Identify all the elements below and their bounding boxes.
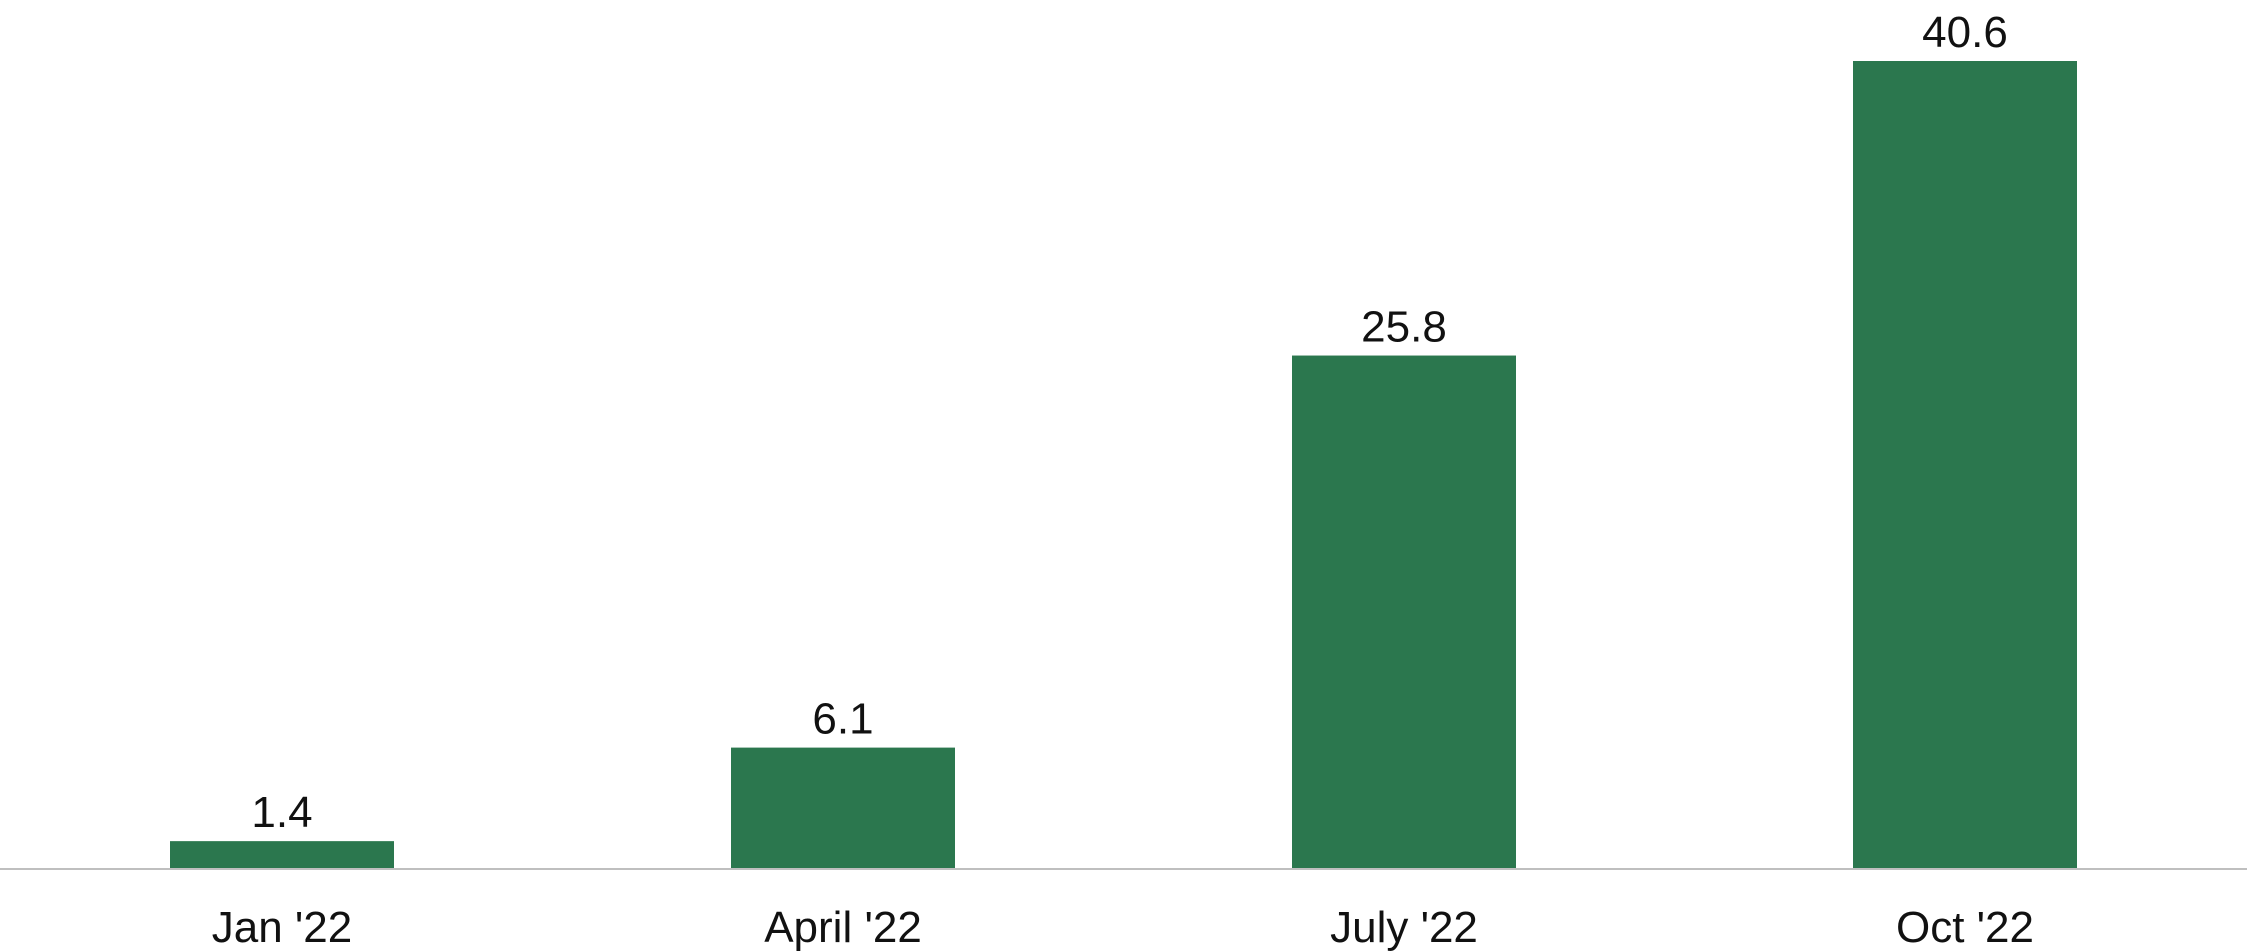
x-tick-labels-group: Jan '22 April '22 July '22 Oct '22: [212, 903, 2034, 951]
bar-value-label: 1.4: [251, 788, 312, 837]
x-tick-label: Jan '22: [212, 903, 353, 951]
bars-group: [170, 61, 2077, 869]
bar: [731, 747, 955, 869]
x-tick-label: July '22: [1330, 903, 1478, 951]
bar-value-label: 40.6: [1922, 8, 2008, 57]
bar: [170, 841, 394, 869]
bar-value-label: 6.1: [812, 695, 873, 744]
x-tick-label: Oct '22: [1896, 903, 2034, 951]
bar: [1853, 61, 2077, 869]
value-labels-group: 1.4 6.1 25.8 40.6: [251, 8, 2007, 837]
bar: [1292, 355, 1516, 869]
x-tick-label: April '22: [764, 903, 922, 951]
bar-value-label: 25.8: [1361, 303, 1447, 352]
